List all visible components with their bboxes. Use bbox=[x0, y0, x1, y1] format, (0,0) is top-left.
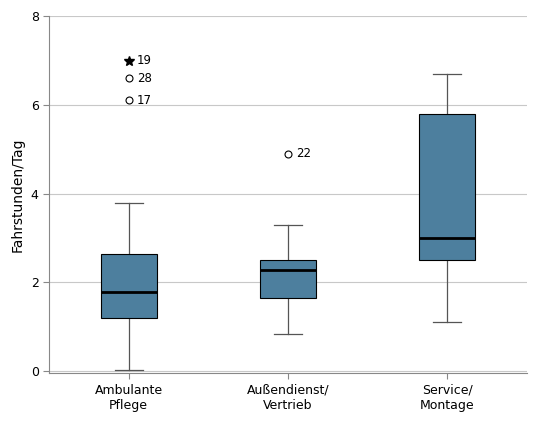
Text: 28: 28 bbox=[137, 72, 152, 85]
Bar bbox=[260, 260, 316, 298]
Text: 19: 19 bbox=[137, 54, 152, 67]
Text: 17: 17 bbox=[137, 94, 152, 107]
Bar bbox=[101, 254, 157, 318]
Bar bbox=[420, 114, 475, 260]
Y-axis label: Fahrstunden/Tag: Fahrstunden/Tag bbox=[11, 137, 25, 252]
Text: 22: 22 bbox=[296, 147, 311, 160]
